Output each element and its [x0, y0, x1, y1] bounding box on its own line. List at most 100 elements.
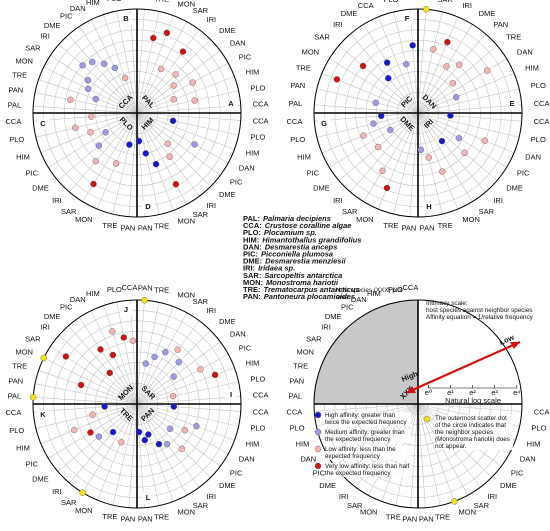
panel-letter: B [123, 14, 129, 23]
abbreviation: PAN: Pantoneura plocamioides [243, 292, 355, 301]
neighbor-label: MON [462, 215, 480, 224]
spoke [417, 403, 441, 506]
neighbor-label: MON [360, 508, 378, 517]
affinity-dot [62, 353, 70, 360]
neighbor-label: DME [44, 21, 61, 30]
panel-letter-bg [120, 13, 132, 25]
affinity-dot [383, 184, 391, 192]
affinity-dot [92, 158, 99, 165]
spoke [82, 112, 138, 202]
spoke [128, 112, 138, 217]
affinity-dot [387, 126, 394, 134]
host-label: DAN [420, 93, 438, 111]
neighbor-label: DME [219, 481, 236, 490]
neighbor-label: MON [418, 0, 436, 1]
spoke [35, 112, 138, 138]
neighbor-label: PIC [60, 303, 73, 312]
spoke [417, 112, 486, 193]
affinity-dot [403, 61, 410, 68]
neighbor-label: IRI [207, 492, 217, 501]
affinity-dot [191, 97, 198, 104]
spoke [69, 403, 138, 484]
neighbor-label: TRE [386, 512, 401, 521]
neighbor-label: SAR [479, 207, 495, 216]
affinity-dot [374, 143, 382, 151]
affinity-dot [447, 112, 454, 119]
spoke [136, 381, 239, 405]
spoke [136, 9, 145, 114]
spoke [314, 112, 419, 122]
abbreviation-name: Desmarestia anceps [265, 242, 338, 251]
panel-letter: K [40, 410, 46, 419]
neighbor-label: PLO [107, 285, 122, 294]
spoke [136, 112, 188, 205]
neighbor-label: CCA [534, 407, 550, 416]
spoke [112, 112, 138, 215]
neighbor-label: DAN [230, 329, 246, 338]
neighbor-label: PAN [419, 515, 434, 524]
neighbor-label: MON [15, 57, 33, 66]
neighbor-label: SAR [61, 207, 77, 216]
neighbor-label: PAN [138, 224, 153, 233]
neighbor-label: HIM [527, 440, 541, 449]
spoke [338, 45, 419, 114]
abbreviation-code: HIM: [243, 235, 259, 244]
legend-dot [314, 428, 322, 436]
neighbor-label: PAN [120, 224, 135, 233]
spoke [417, 112, 498, 181]
affinity-dot [179, 48, 187, 55]
neighbor-label: TRE [383, 221, 398, 230]
neighbor-label: SAR [474, 501, 490, 510]
neighbor-label: DME [319, 481, 336, 490]
affinity-dot [79, 489, 86, 496]
affinity-dot [481, 137, 488, 144]
neighbor-label: PAN [420, 224, 435, 233]
spoke [82, 403, 138, 493]
affinity-dot [169, 392, 177, 400]
spoke [58, 44, 138, 114]
spoke [103, 305, 138, 405]
panel-letter-bg [225, 389, 237, 401]
spoke [33, 112, 138, 122]
neighbor-label: PAN [289, 376, 304, 385]
affinity-dot [451, 498, 458, 505]
affinity-dot [483, 67, 491, 74]
neighbor-label: PLO [250, 424, 265, 433]
neighbor-label: MON [296, 348, 314, 357]
spoke [78, 26, 138, 114]
abbreviation-name: Plocamium sp. [264, 228, 317, 237]
affinity-dot [120, 334, 127, 341]
panel-letter-bg [37, 118, 49, 130]
panel-letter-bg [423, 201, 435, 213]
affinity-dot [135, 137, 143, 145]
abbreviation-name: Iridaea sp. [258, 264, 295, 273]
neighbor-label: SAR [193, 297, 209, 306]
spoke [136, 105, 241, 114]
spoke [78, 317, 138, 405]
affinity-dot [95, 433, 103, 440]
arrow-head [406, 386, 416, 393]
spoke [417, 112, 522, 122]
neighbor-label: TRE [12, 362, 27, 371]
spoke [417, 403, 426, 508]
neighbor-label: CCA [402, 283, 418, 292]
neighbor-label: PLO [531, 81, 546, 90]
spoke [350, 112, 419, 193]
host-label: PIC [399, 94, 415, 110]
abbreviation-code: TRE: [243, 285, 261, 294]
spoke [417, 112, 443, 215]
spoke [136, 403, 211, 478]
neighbor-label: PAN [138, 283, 153, 292]
affinity-dot [452, 93, 460, 101]
neighbor-label: TRE [154, 0, 169, 4]
spoke [136, 302, 160, 405]
spoke [417, 33, 486, 114]
neighbor-label: CCA [253, 100, 269, 109]
spoke [136, 403, 145, 508]
affinity-dot [449, 80, 456, 87]
affinity-dot [377, 112, 385, 120]
panel-letter: A [228, 99, 234, 108]
neighbor-label: SAR [342, 207, 358, 216]
neighbor-label: HIM [246, 149, 260, 158]
affinity-dot [121, 74, 129, 82]
